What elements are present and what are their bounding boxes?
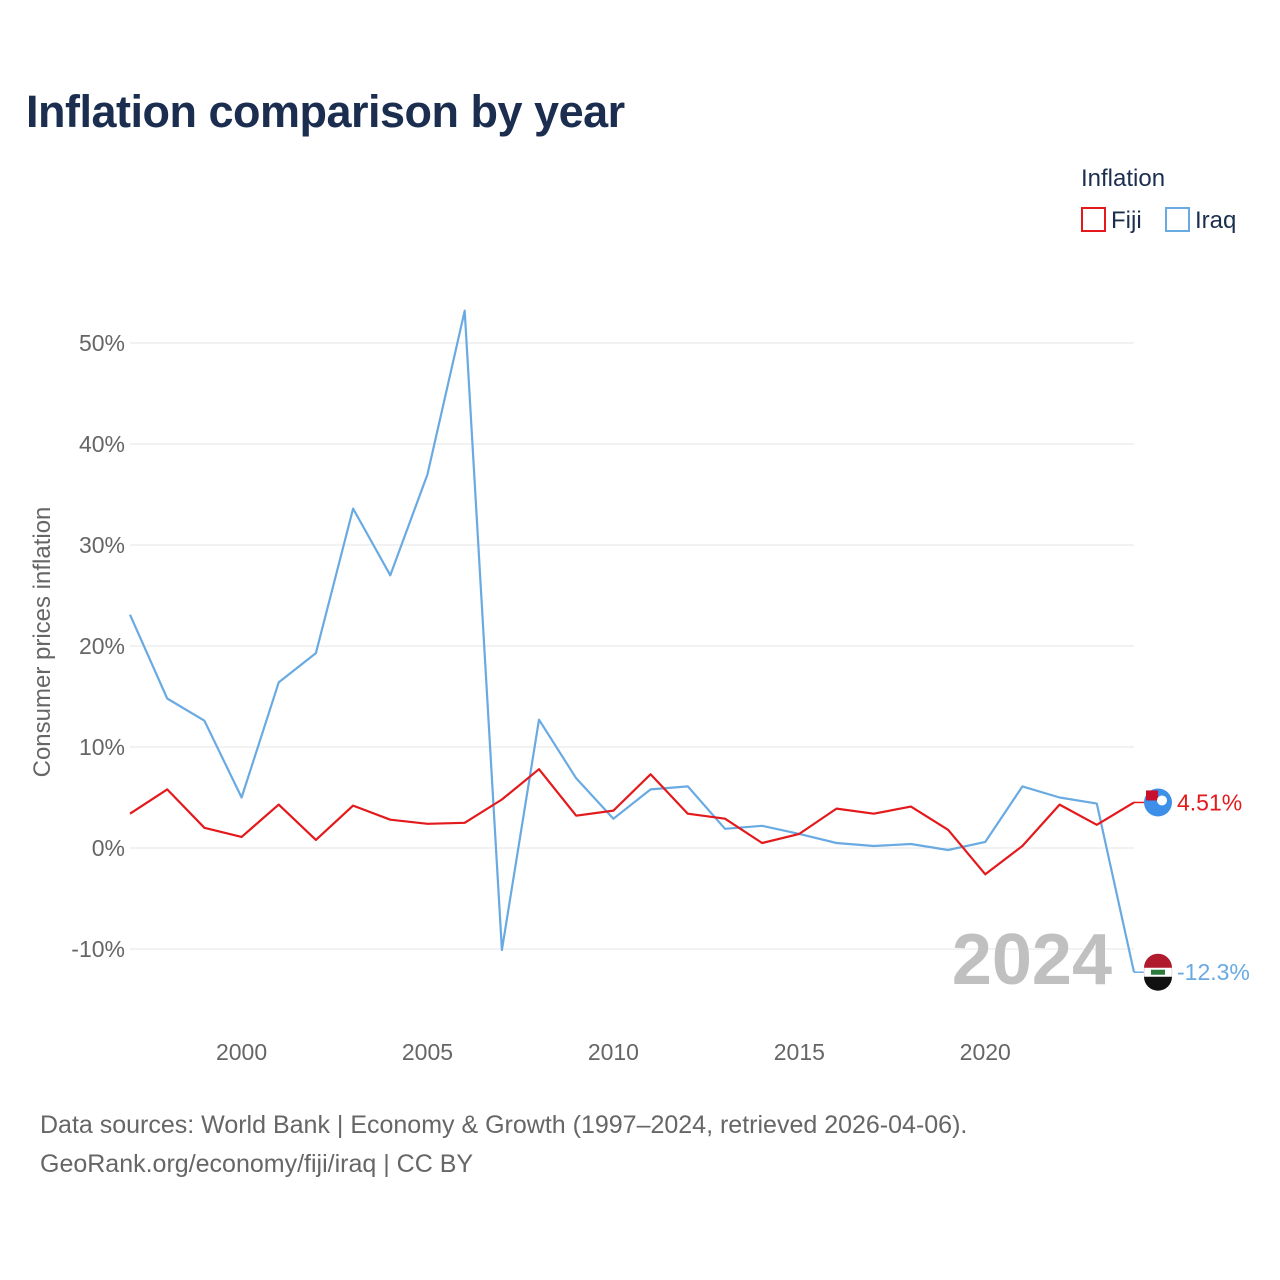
y-tick-label: 0% — [92, 835, 125, 861]
y-axis-ticks: -10% 0% 10% 20% 30% 40% 50% — [71, 330, 125, 962]
series-lines — [128, 309, 1136, 973]
legend-label-iraq: Iraq — [1195, 207, 1236, 234]
chart-title: Inflation comparison by year — [26, 86, 625, 137]
legend: Inflation Fiji Iraq — [1081, 165, 1236, 234]
gridlines — [130, 342, 1134, 950]
source-line-1: Data sources: World Bank | Economy & Gro… — [40, 1111, 968, 1139]
source-line-2: GeoRank.org/economy/fiji/iraq | CC BY — [40, 1150, 474, 1178]
end-markers: 4.51% -12.3% — [1134, 788, 1250, 991]
x-tick-label: 2005 — [402, 1039, 453, 1065]
y-tick-label: 40% — [79, 431, 125, 457]
fiji-end-label: 4.51% — [1177, 789, 1242, 815]
y-tick-label: -10% — [71, 936, 125, 962]
series-line-fiji — [129, 768, 1135, 876]
x-tick-label: 2020 — [960, 1039, 1011, 1065]
year-watermark: 2024 — [952, 920, 1112, 1000]
legend-swatch-fiji — [1081, 207, 1106, 232]
series-line-iraq — [128, 309, 1136, 973]
x-tick-label: 2000 — [216, 1039, 267, 1065]
iraq-flag-icon — [1143, 953, 1173, 991]
legend-swatch-iraq — [1165, 207, 1190, 232]
y-axis-label: Consumer prices inflation — [29, 507, 56, 778]
inflation-line-chart: -10%0%10%20%30%40%50% 2000 2005 2010 2015 20… — [29, 165, 1250, 1065]
iraq-end-label: -12.3% — [1177, 959, 1250, 985]
y-tick-label: 20% — [79, 633, 125, 659]
x-axis-ticks: 2000 2005 2010 2015 2020 — [216, 1039, 1011, 1065]
y-tick-label: 50% — [79, 330, 125, 356]
y-tick-label: 30% — [79, 532, 125, 558]
x-tick-label: 2010 — [588, 1039, 639, 1065]
source-note: Data sources: World Bank | Economy & Gro… — [40, 1106, 967, 1184]
legend-title: Inflation — [1081, 165, 1165, 192]
fiji-flag-icon — [1144, 788, 1172, 817]
legend-label-fiji: Fiji — [1111, 207, 1142, 234]
x-tick-label: 2015 — [774, 1039, 825, 1065]
y-tick-label: 10% — [79, 734, 125, 760]
